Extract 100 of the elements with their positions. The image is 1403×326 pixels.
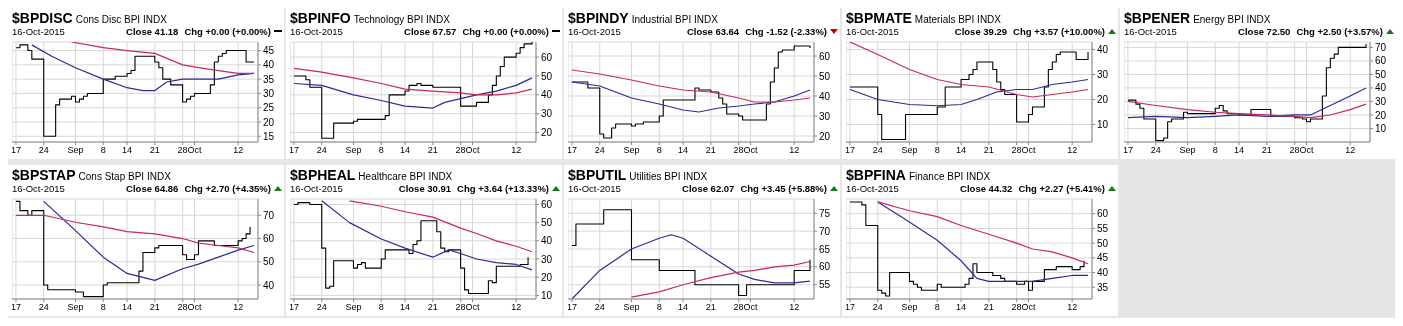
y-tick-label: 70 <box>1375 41 1387 53</box>
text: Chg +0.00 (+0.00%) <box>184 26 271 37</box>
x-tick-label: 17 <box>844 145 855 156</box>
x-tick-label: 21 <box>149 302 160 313</box>
x-tick-label: Oct <box>465 145 481 156</box>
x-tick-label: Oct <box>1299 145 1315 156</box>
y-tick-label: 20 <box>541 271 553 283</box>
x-tick-label: 8 <box>1212 145 1218 156</box>
text: Close 64.86 <box>126 183 179 194</box>
y-tick-label: 40 <box>541 235 553 247</box>
text: 16-Oct-2015 <box>846 26 899 37</box>
y-tick-label: 60 <box>541 51 553 63</box>
x-tick-label: 21 <box>983 302 994 313</box>
y-tick-label: 30 <box>1375 96 1387 108</box>
chart-title: $BPHEAL <box>290 167 356 183</box>
y-tick-label: 70 <box>819 225 831 237</box>
text: Close 62.07 <box>682 183 735 194</box>
y-tick-label: 70 <box>263 209 275 221</box>
chart-subtitle: Utilities BPI INDX <box>629 171 708 182</box>
text: Close 63.64 <box>686 26 740 37</box>
chart-subtitle: Healthcare BPI INDX <box>358 171 453 182</box>
x-tick-label: Sep <box>623 145 640 156</box>
y-tick-label: 30 <box>541 253 553 265</box>
text: Close 44.32 <box>960 183 1013 194</box>
text: 16-Oct-2015 <box>290 183 343 194</box>
x-tick-label: 8 <box>934 145 940 156</box>
line-series <box>70 42 255 75</box>
x-tick-label: Sep <box>901 302 918 313</box>
x-tick-label: Sep <box>345 302 362 313</box>
line-series <box>571 81 811 113</box>
y-tick-label: 30 <box>263 87 275 99</box>
x-tick-label: 12 <box>233 145 244 156</box>
text: Close 41.18 <box>126 26 179 37</box>
x-tick-label: 14 <box>122 145 133 156</box>
y-tick-label: 35 <box>263 73 275 85</box>
y-tick-label: 40 <box>1097 267 1109 279</box>
x-tick-label: 28 <box>177 145 188 156</box>
text: 16-Oct-2015 <box>846 183 899 194</box>
x-tick-label: 12 <box>1067 302 1078 313</box>
chart-subtitle: Materials BPI INDX <box>914 14 1001 25</box>
text: Close 72.50 <box>1238 26 1291 37</box>
x-tick-label: Sep <box>623 302 640 313</box>
chart-subtitle: Cons Stap BPI INDX <box>78 171 171 182</box>
line-series <box>571 69 811 103</box>
line-series <box>293 67 533 96</box>
line-series <box>877 201 1089 265</box>
text: 16-Oct-2015 <box>1124 26 1177 37</box>
x-tick-label: Sep <box>345 145 362 156</box>
y-tick-label: 50 <box>819 70 831 82</box>
text: Chg +3.45 (+5.88%) <box>740 183 827 194</box>
text: Chg -1.52 (-2.33%) <box>745 26 827 37</box>
x-tick-label: 14 <box>956 302 967 313</box>
line-series <box>43 200 255 281</box>
line-series <box>1127 100 1367 119</box>
y-tick-label: 50 <box>263 256 275 268</box>
y-tick-label: 60 <box>1097 208 1109 220</box>
y-tick-label: 40 <box>541 89 553 101</box>
y-tick-label: 30 <box>819 110 831 122</box>
y-tick-label: 60 <box>819 50 831 62</box>
x-tick-label: 8 <box>100 302 106 313</box>
y-tick-label: 20 <box>1375 109 1387 121</box>
y-tick-label: 10 <box>541 289 553 301</box>
x-tick-label: Oct <box>1021 302 1037 313</box>
y-tick-label: 60 <box>819 261 831 273</box>
x-tick-label: 24 <box>38 302 49 313</box>
y-tick-label: 10 <box>1097 119 1109 131</box>
line-series <box>849 78 1089 107</box>
x-tick-label: Sep <box>1179 145 1196 156</box>
x-tick-label: Sep <box>67 302 84 313</box>
chart-title: $BPENER <box>1124 10 1191 26</box>
x-tick-label: 21 <box>983 145 994 156</box>
line-series <box>571 234 811 299</box>
x-tick-label: 17 <box>566 145 577 156</box>
x-tick-label: 17 <box>10 302 21 313</box>
y-tick-label: 50 <box>541 217 553 229</box>
line-series <box>849 42 1089 98</box>
x-tick-label: 12 <box>233 302 244 313</box>
line-series <box>877 201 1089 282</box>
y-tick-label: 50 <box>541 70 553 82</box>
line-series <box>321 200 533 271</box>
text: Chg +3.57 (+10.00%) <box>1013 26 1105 37</box>
x-tick-label: 14 <box>956 145 967 156</box>
y-tick-label: 40 <box>263 279 275 291</box>
chart-subtitle: Energy BPI INDX <box>1193 14 1271 25</box>
text: 16-Oct-2015 <box>568 26 621 37</box>
x-tick-label: 12 <box>1345 145 1356 156</box>
x-tick-label: Oct <box>465 302 481 313</box>
x-tick-label: Sep <box>901 145 918 156</box>
chart-title: $BPUTIL <box>568 167 627 183</box>
chart-subtitle: Cons Disc BPI INDX <box>75 14 167 25</box>
x-tick-label: 28 <box>733 145 744 156</box>
y-tick-label: 55 <box>1097 222 1109 234</box>
x-tick-label: 8 <box>100 145 106 156</box>
y-tick-label: 60 <box>541 199 553 210</box>
y-tick-label: 20 <box>819 130 831 142</box>
chart-title: $BPSTAP <box>12 167 76 183</box>
text: 16-Oct-2015 <box>290 26 343 37</box>
y-tick-label: 50 <box>1375 68 1387 80</box>
y-tick-label: 75 <box>819 207 831 219</box>
y-tick-label: 50 <box>1097 237 1109 249</box>
